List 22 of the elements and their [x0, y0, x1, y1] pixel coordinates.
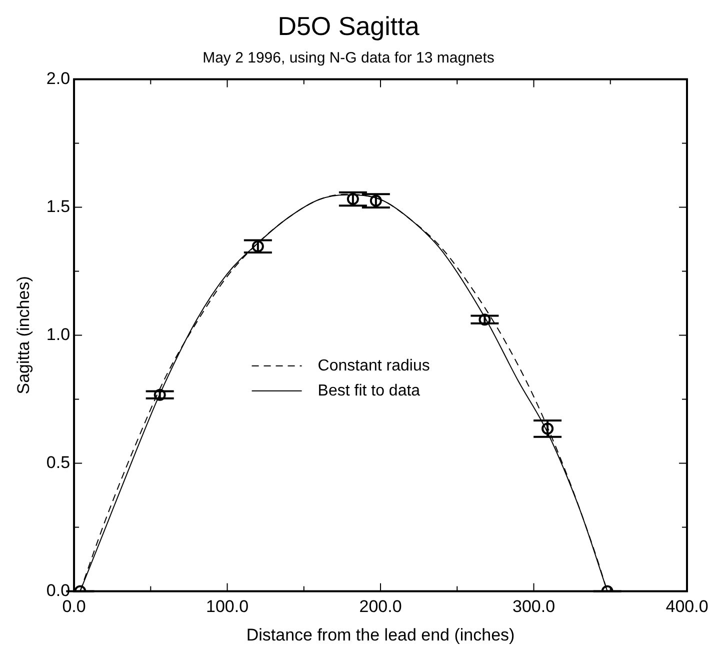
x-tick-label: 0.0: [62, 597, 86, 616]
point: [478, 314, 491, 326]
chart-title: D5O Sagitta: [278, 10, 420, 41]
x-tick-label: 400.0: [666, 597, 708, 616]
y-tick-label: 2.0: [46, 68, 70, 88]
y-tick-label: 0.0: [46, 580, 70, 600]
y-tick-label: 1.5: [46, 196, 70, 216]
x-tick-label: 100.0: [206, 597, 249, 616]
legend-label: Best fit to data: [318, 382, 420, 400]
x-tick-label: 200.0: [359, 597, 402, 616]
point: [252, 240, 264, 252]
y-axis-title: Sagitta (inches): [14, 276, 33, 394]
chart-subtitle: May 2 1996, using N-G data for 13 magnets: [202, 49, 494, 66]
y-tick-label: 0.5: [46, 452, 70, 472]
point: [346, 193, 359, 206]
point: [154, 388, 166, 401]
x-tick-label: 300.0: [512, 597, 556, 616]
x-axis-title: Distance from the lead end (inches): [246, 625, 515, 644]
point: [542, 422, 554, 435]
y-tick-label: 1.0: [46, 324, 70, 344]
legend-label: Constant radius: [318, 357, 430, 374]
point: [370, 194, 382, 207]
